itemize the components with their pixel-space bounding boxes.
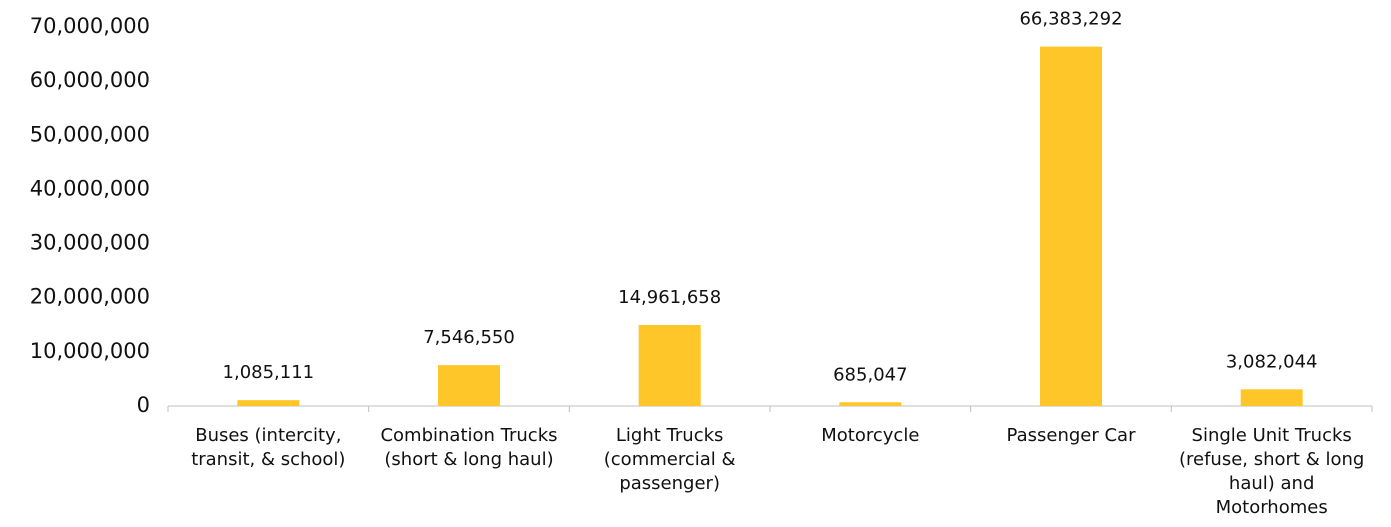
- bar: [839, 402, 902, 406]
- y-tick-label: 0: [137, 393, 150, 417]
- bar: [1240, 389, 1303, 406]
- bar: [1040, 46, 1102, 407]
- value-label: 3,082,044: [1226, 351, 1318, 372]
- x-tick-label: Motorcycle: [821, 425, 920, 446]
- x-tick-label: Light Trucks (commercial & passenger): [603, 425, 736, 494]
- bar: [638, 324, 701, 406]
- value-label: 7,546,550: [423, 327, 515, 348]
- x-tick-label: Passenger Car: [1006, 425, 1136, 446]
- value-label: 14,961,658: [618, 287, 721, 308]
- y-tick-label: 20,000,000: [30, 285, 150, 309]
- y-tick-label: 50,000,000: [30, 122, 150, 146]
- value-label: 685,047: [833, 364, 907, 385]
- bar: [237, 400, 300, 406]
- bar: [438, 365, 500, 406]
- x-tick-label: Buses (intercity, transit, & school): [191, 425, 346, 470]
- x-tick-label: Single Unit Trucks (refuse, short & long…: [1178, 425, 1365, 518]
- y-tick-label: 70,000,000: [30, 14, 150, 38]
- y-tick-label: 40,000,000: [30, 176, 150, 200]
- x-tick-label: Combination Trucks (short & long haul): [380, 425, 558, 470]
- y-tick-label: 10,000,000: [30, 339, 150, 363]
- value-label: 66,383,292: [1019, 9, 1122, 30]
- y-tick-label: 60,000,000: [30, 68, 150, 92]
- y-tick-label: 30,000,000: [30, 231, 150, 255]
- value-label: 1,085,111: [223, 362, 315, 383]
